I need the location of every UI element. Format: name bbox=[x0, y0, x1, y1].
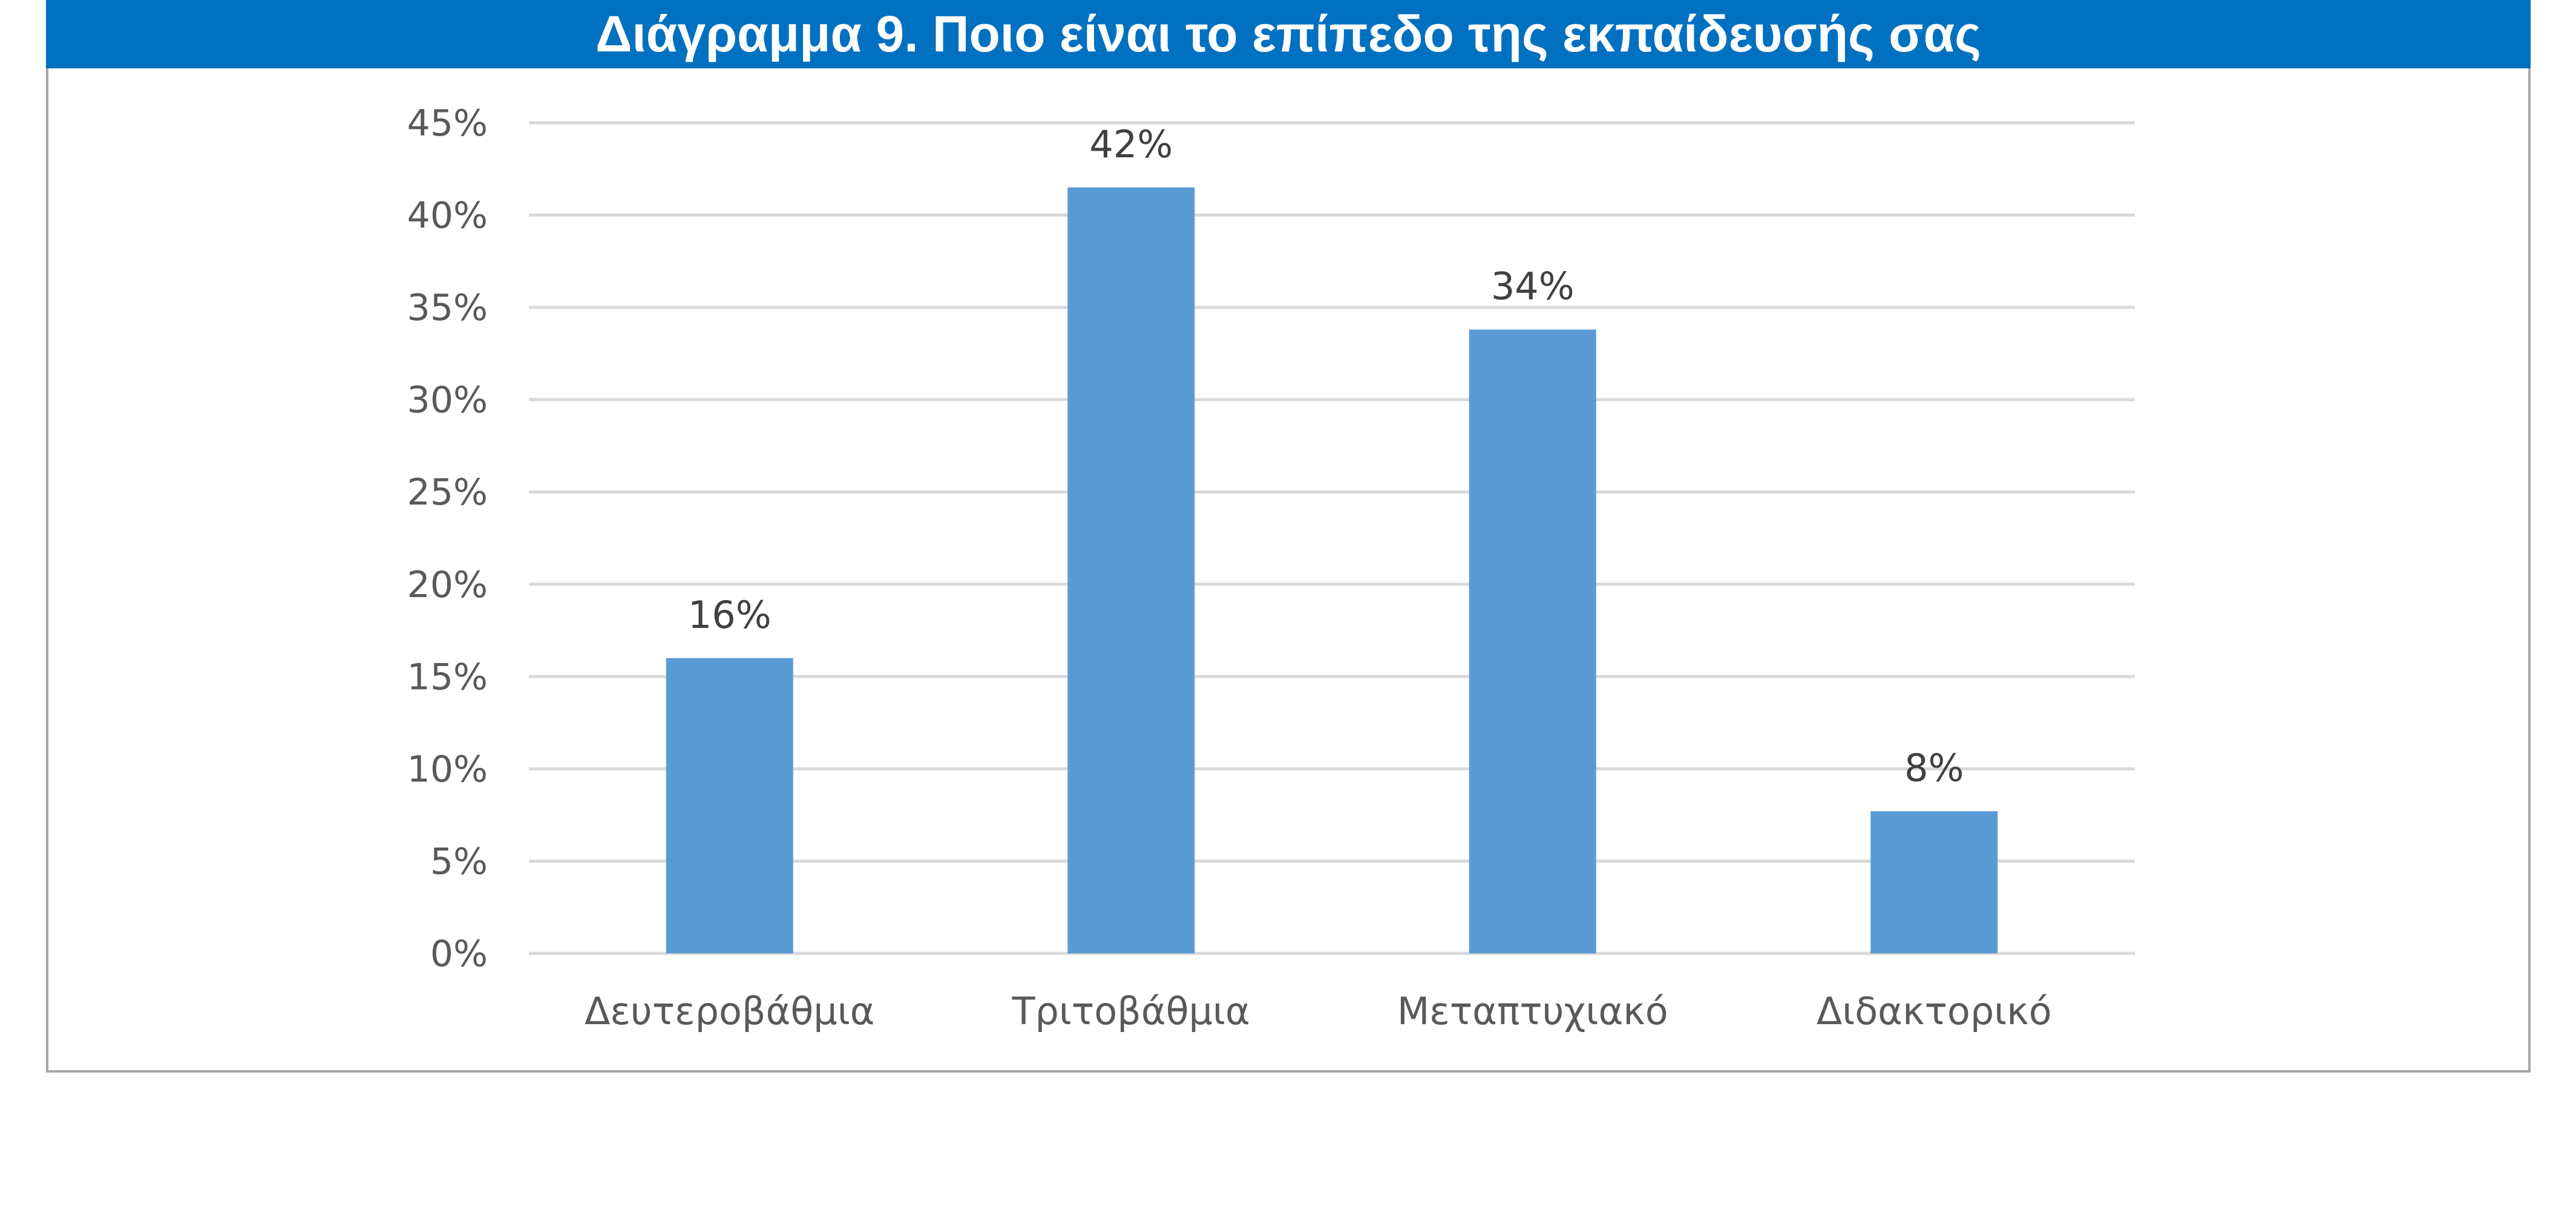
y-tick-label: 45% bbox=[407, 102, 488, 145]
title-bar: Διάγραμμα 9. Ποιο είναι το επίπεδο της ε… bbox=[46, 0, 2531, 68]
bar-4 bbox=[1870, 811, 1998, 953]
x-category-label: Διδακτορικό bbox=[1817, 989, 2052, 1033]
data-label: 34% bbox=[1491, 264, 1575, 309]
y-tick-label: 0% bbox=[430, 933, 488, 975]
y-tick-label: 5% bbox=[430, 840, 488, 883]
x-category-label: Μεταπτυχιακό bbox=[1397, 989, 1668, 1033]
y-tick-label: 25% bbox=[407, 471, 488, 514]
bar-1 bbox=[666, 658, 793, 953]
y-tick-label: 15% bbox=[407, 656, 488, 698]
y-tick-label: 10% bbox=[407, 748, 488, 791]
x-category-label: Δευτεροβάθμια bbox=[585, 989, 875, 1033]
bars bbox=[666, 187, 1998, 954]
data-label: 16% bbox=[688, 593, 772, 637]
y-tick-label: 20% bbox=[407, 564, 488, 606]
y-tick-label: 35% bbox=[407, 287, 488, 329]
labels: 0% 5% 10% 15% 20% 25% 30% 35% 40% 45% 16% Δευτεροβά… bbox=[407, 102, 2052, 1033]
bar-2 bbox=[1067, 187, 1195, 954]
bar-3 bbox=[1469, 329, 1596, 954]
data-label: 42% bbox=[1089, 122, 1173, 166]
chart-title: Διάγραμμα 9. Ποιο είναι το επίπεδο της ε… bbox=[595, 5, 1981, 62]
gridlines bbox=[529, 121, 2135, 955]
data-label: 8% bbox=[1904, 746, 1964, 790]
y-tick-label: 40% bbox=[407, 195, 488, 237]
chart-frame bbox=[46, 0, 2531, 1073]
y-tick-label: 30% bbox=[407, 379, 488, 422]
x-category-label: Τριτοβάθμια bbox=[1012, 989, 1250, 1033]
